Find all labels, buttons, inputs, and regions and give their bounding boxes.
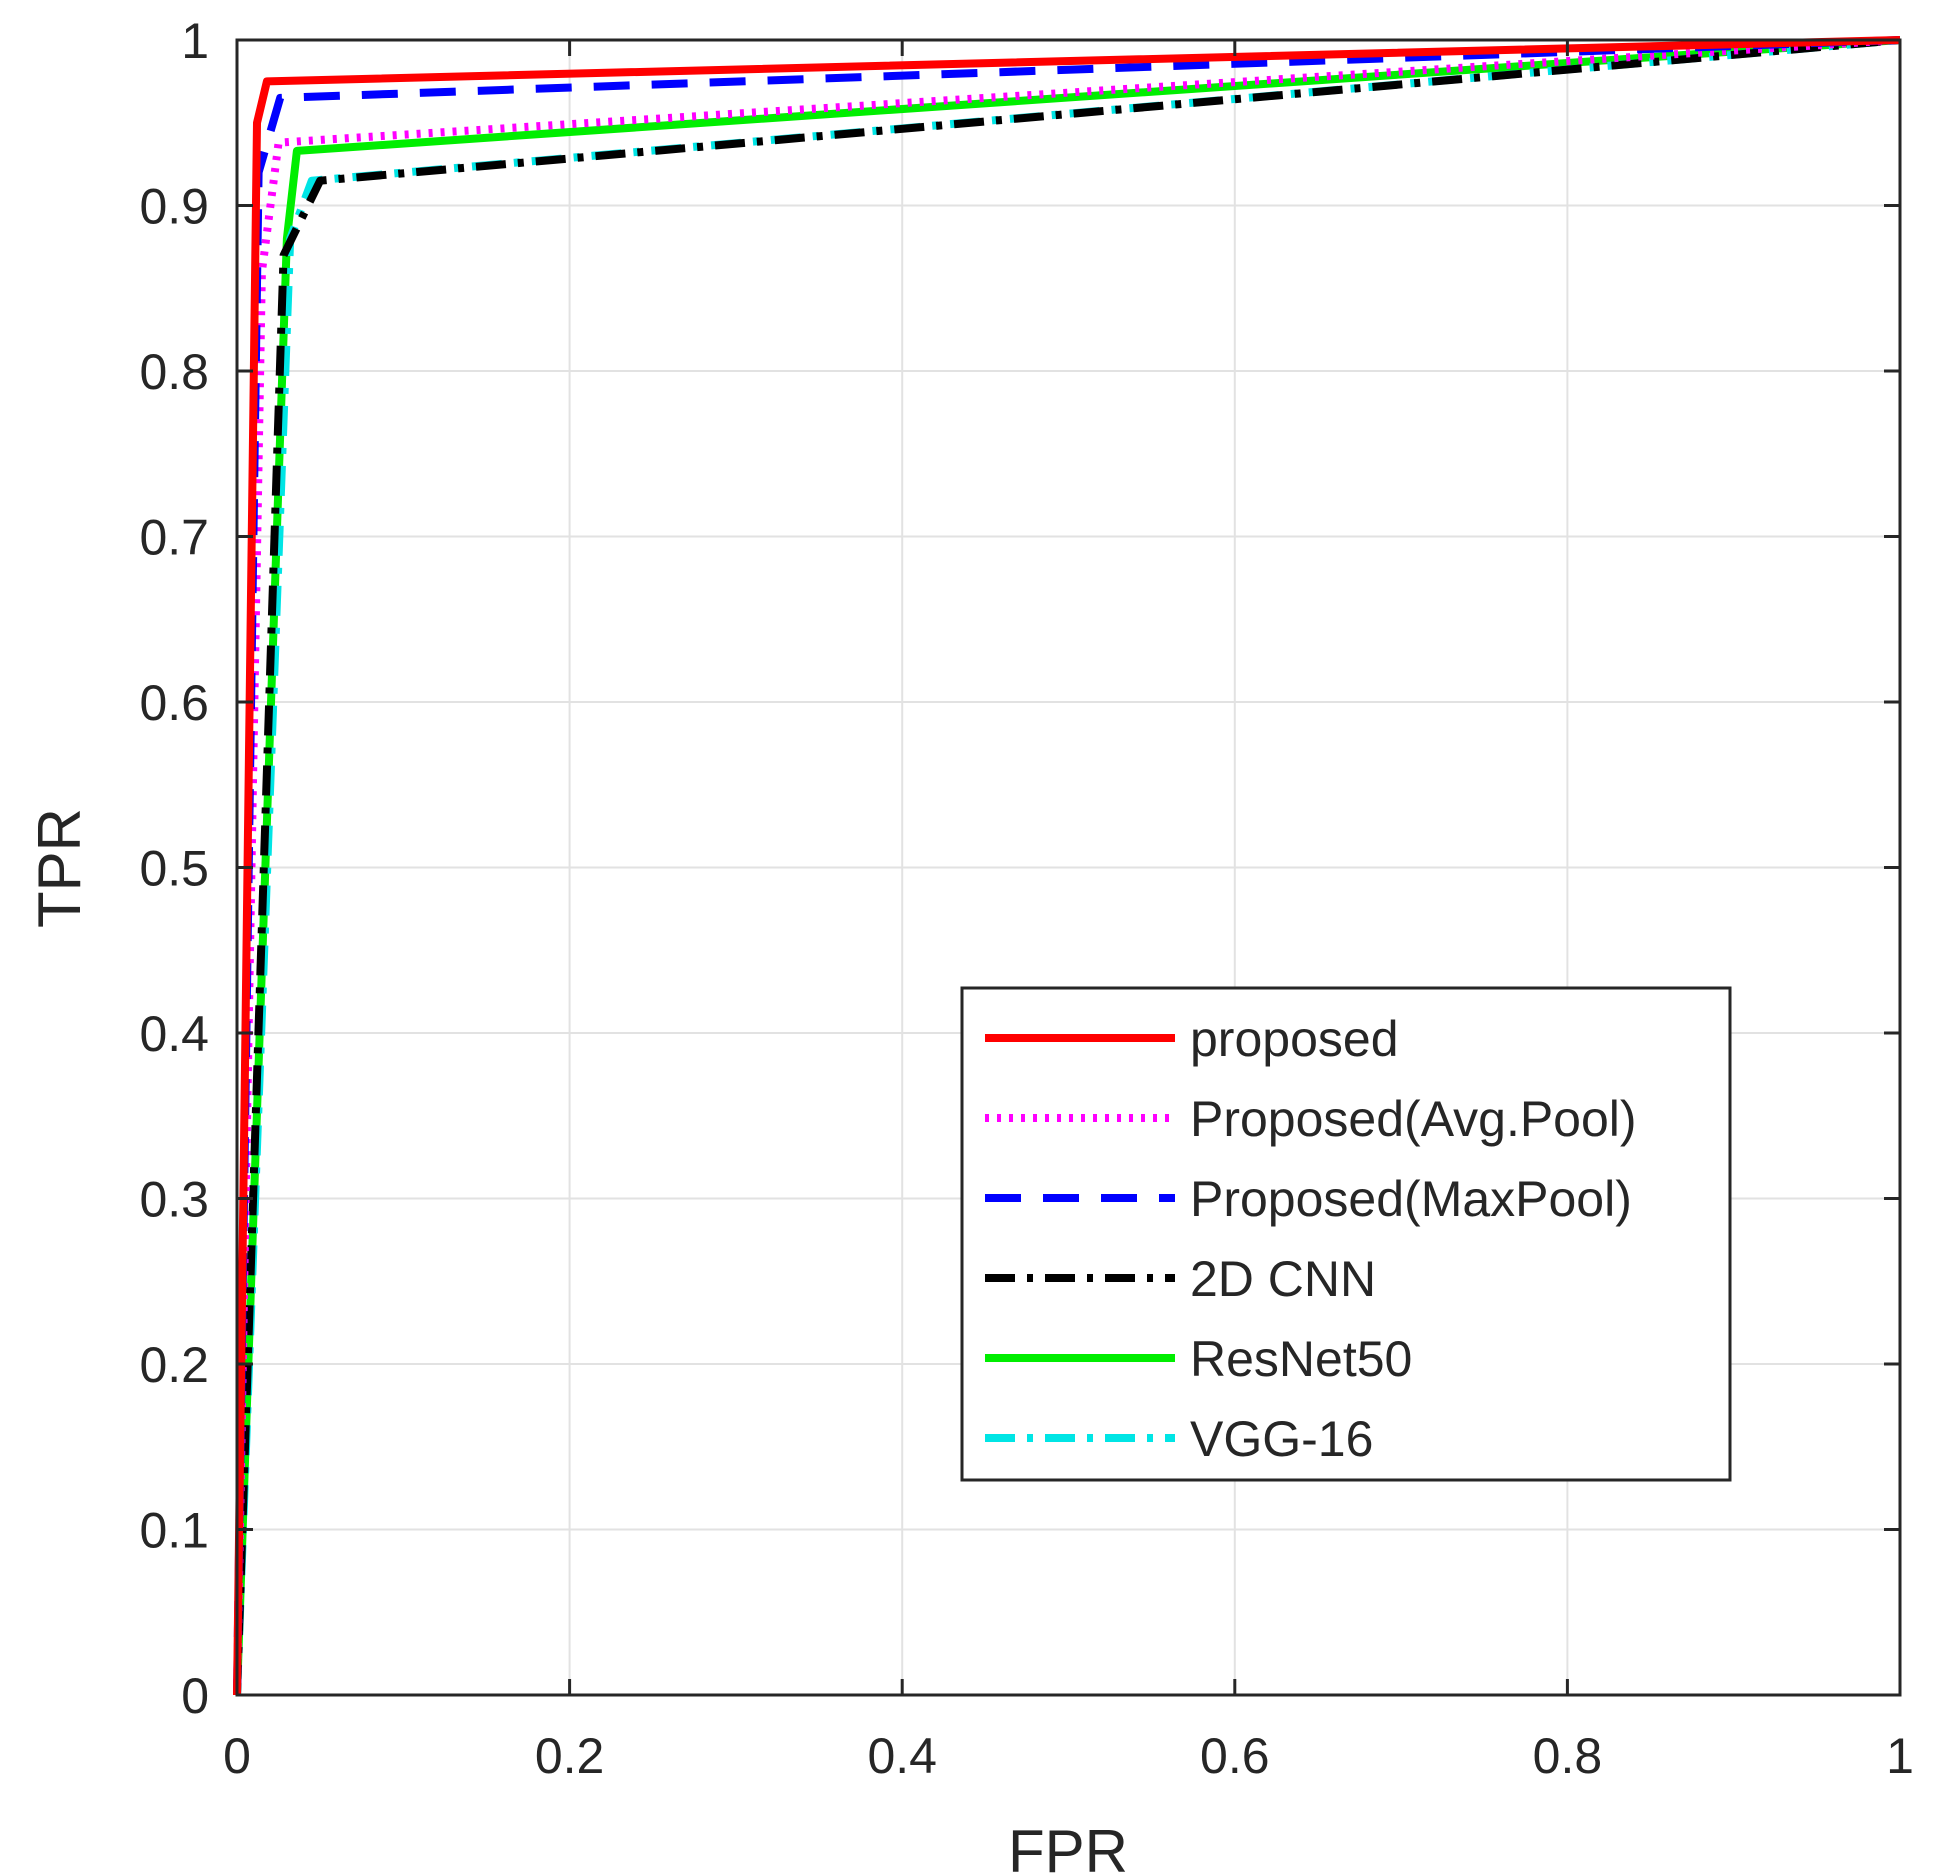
x-tick-label: 0.4 <box>867 1728 937 1784</box>
x-ticks: 0 0.2 0.4 0.6 0.8 1 <box>223 40 1914 1784</box>
x-tick-label: 1 <box>1886 1728 1914 1784</box>
legend-box <box>960 986 1732 1482</box>
x-tick-label: 0.2 <box>535 1728 605 1784</box>
series-line-proposed <box>233 36 1901 1696</box>
y-tick-label: 0.3 <box>139 1172 209 1228</box>
legend-label: Proposed(MaxPool) <box>1190 1171 1632 1227</box>
legend-label: Proposed(Avg.Pool) <box>1190 1091 1637 1147</box>
legend-label: 2D CNN <box>1190 1251 1376 1307</box>
legend: proposed Proposed(Avg.Pool) Proposed(MaxPo… <box>960 986 1732 1482</box>
y-tick-label: 0.6 <box>139 675 209 731</box>
y-tick-label: 0.7 <box>139 510 209 566</box>
legend-label: VGG-16 <box>1190 1411 1373 1467</box>
y-axis-label: TPR <box>26 808 93 928</box>
y-ticks: 0 0.1 0.2 0.3 0.4 0.5 0.6 0.7 0.8 0.9 1 <box>139 13 1900 1724</box>
legend-label: ResNet50 <box>1190 1331 1412 1387</box>
y-tick-label: 0.8 <box>139 344 209 400</box>
y-tick-label: 0.9 <box>139 179 209 235</box>
y-tick-label: 1 <box>181 13 209 69</box>
x-tick-label: 0.8 <box>1533 1728 1603 1784</box>
series-lines <box>233 36 1901 1696</box>
grid <box>237 40 1900 1695</box>
y-tick-label: 0.4 <box>139 1006 209 1062</box>
y-tick-label: 0 <box>181 1668 209 1724</box>
x-axis-label: FPR <box>1008 1818 1128 1875</box>
y-tick-label: 0.1 <box>139 1503 209 1559</box>
series-line-2d-cnn <box>233 36 1901 1696</box>
x-tick-label: 0.6 <box>1200 1728 1270 1784</box>
y-tick-label: 0.5 <box>139 841 209 897</box>
x-tick-label: 0 <box>223 1728 251 1784</box>
legend-label: proposed <box>1190 1011 1399 1067</box>
y-tick-label: 0.2 <box>139 1337 209 1393</box>
